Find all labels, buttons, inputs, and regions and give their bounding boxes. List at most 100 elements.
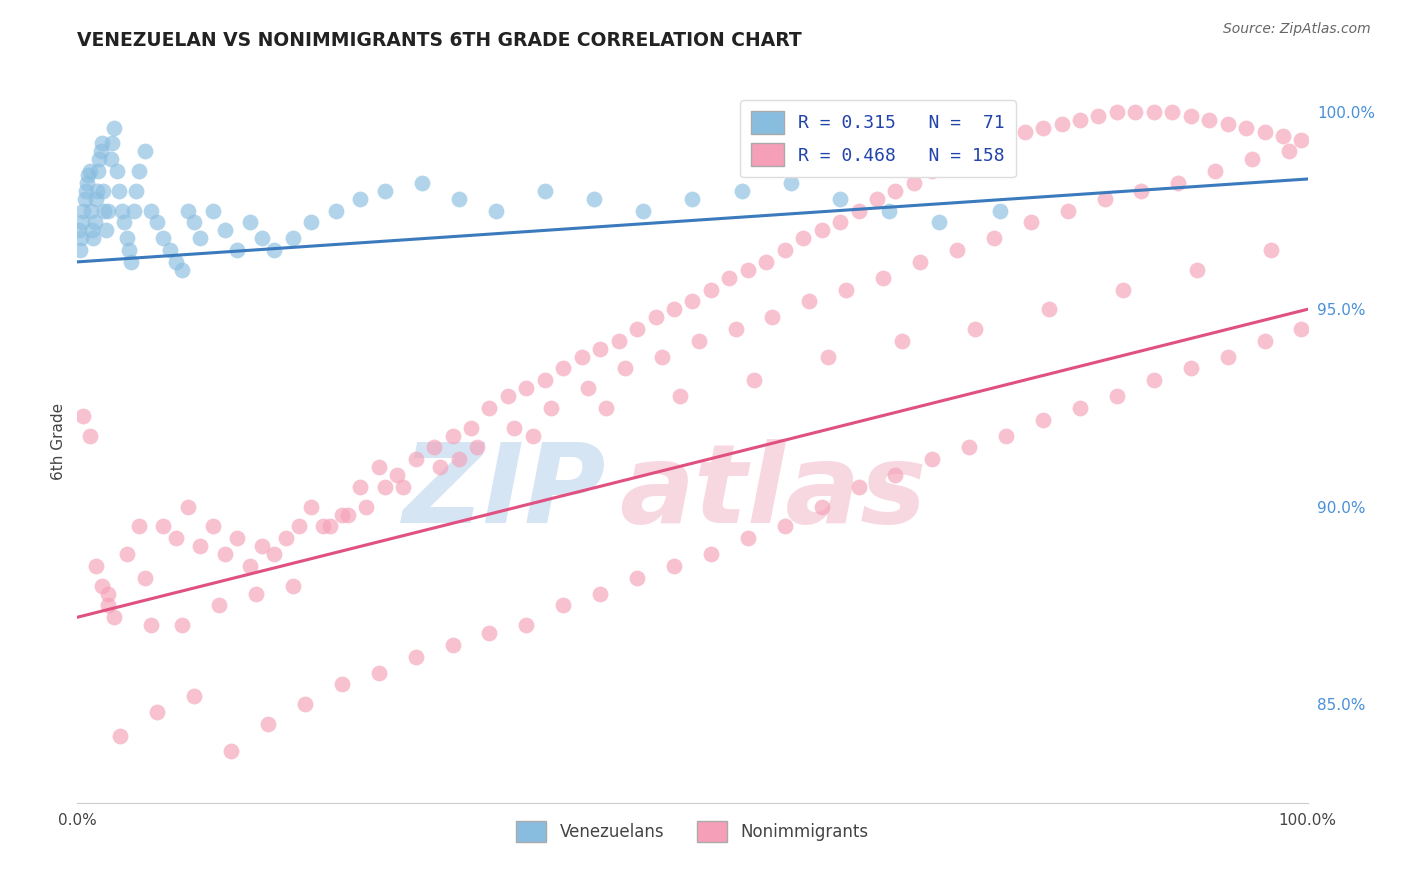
Point xyxy=(1130,184,1153,198)
Point xyxy=(100,153,122,167)
Point xyxy=(97,599,120,613)
Point xyxy=(682,192,704,206)
Point xyxy=(245,586,267,600)
Point xyxy=(595,401,617,415)
Point xyxy=(1069,112,1091,127)
Point xyxy=(89,153,111,167)
Point xyxy=(281,231,304,245)
Point xyxy=(337,508,360,522)
Point xyxy=(773,519,796,533)
Point xyxy=(128,164,150,178)
Point xyxy=(250,231,273,245)
Point xyxy=(239,215,262,229)
Point xyxy=(152,231,174,245)
Point xyxy=(101,136,124,151)
Point xyxy=(553,361,575,376)
Point xyxy=(367,665,389,680)
Point xyxy=(330,508,353,522)
Point xyxy=(299,215,322,229)
Point xyxy=(496,389,519,403)
Point xyxy=(1253,334,1275,348)
Point xyxy=(1167,176,1189,190)
Point xyxy=(87,164,110,178)
Point xyxy=(607,334,630,348)
Point xyxy=(105,164,128,178)
Point xyxy=(263,243,285,257)
Point xyxy=(84,558,107,573)
Point xyxy=(214,223,236,237)
Point xyxy=(115,231,138,245)
Point xyxy=(830,192,852,206)
Point xyxy=(884,184,907,198)
Point xyxy=(1204,164,1226,178)
Point xyxy=(90,136,114,151)
Point xyxy=(921,452,943,467)
Point xyxy=(737,531,759,545)
Point xyxy=(1272,128,1295,143)
Point xyxy=(188,231,212,245)
Point xyxy=(737,262,759,277)
Point xyxy=(82,231,104,245)
Point xyxy=(103,610,125,624)
Point xyxy=(112,215,135,229)
Point xyxy=(1198,112,1220,127)
Point xyxy=(72,409,94,423)
Point xyxy=(1241,153,1264,167)
Point xyxy=(761,310,783,325)
Point xyxy=(485,203,508,218)
Point xyxy=(288,519,311,533)
Point xyxy=(318,519,340,533)
Point xyxy=(299,500,322,514)
Point xyxy=(799,294,821,309)
Point xyxy=(429,460,451,475)
Point xyxy=(662,302,685,317)
Point xyxy=(872,270,894,285)
Point xyxy=(1216,117,1239,131)
Text: ZIP: ZIP xyxy=(404,439,606,546)
Point xyxy=(540,401,562,415)
Point xyxy=(1105,389,1128,403)
Point xyxy=(478,626,501,640)
Point xyxy=(830,215,852,229)
Point xyxy=(1087,109,1109,123)
Point xyxy=(257,716,280,731)
Point xyxy=(152,519,174,533)
Point xyxy=(367,460,389,475)
Point xyxy=(651,350,673,364)
Point xyxy=(312,519,335,533)
Point xyxy=(165,531,187,545)
Legend: Venezuelans, Nonimmigrants: Venezuelans, Nonimmigrants xyxy=(509,814,876,848)
Point xyxy=(201,203,224,218)
Point xyxy=(276,531,298,545)
Point xyxy=(1253,125,1275,139)
Point xyxy=(441,638,464,652)
Point xyxy=(890,334,912,348)
Point xyxy=(589,586,612,600)
Point xyxy=(983,231,1005,245)
Point xyxy=(1180,109,1202,123)
Point xyxy=(1032,120,1054,135)
Point xyxy=(644,310,666,325)
Point xyxy=(121,255,143,269)
Point xyxy=(688,334,710,348)
Point xyxy=(441,428,464,442)
Point xyxy=(103,120,125,135)
Point xyxy=(325,203,347,218)
Point xyxy=(134,145,156,159)
Point xyxy=(405,649,427,664)
Point xyxy=(330,677,353,691)
Point xyxy=(281,579,304,593)
Point xyxy=(633,203,655,218)
Point xyxy=(263,547,285,561)
Point xyxy=(405,452,427,467)
Point xyxy=(188,539,212,553)
Point xyxy=(780,176,803,190)
Point xyxy=(1143,104,1166,119)
Point xyxy=(111,203,132,218)
Point xyxy=(183,215,205,229)
Point xyxy=(183,689,205,703)
Point xyxy=(662,558,685,573)
Point xyxy=(226,243,249,257)
Point xyxy=(1069,401,1091,415)
Point xyxy=(835,283,858,297)
